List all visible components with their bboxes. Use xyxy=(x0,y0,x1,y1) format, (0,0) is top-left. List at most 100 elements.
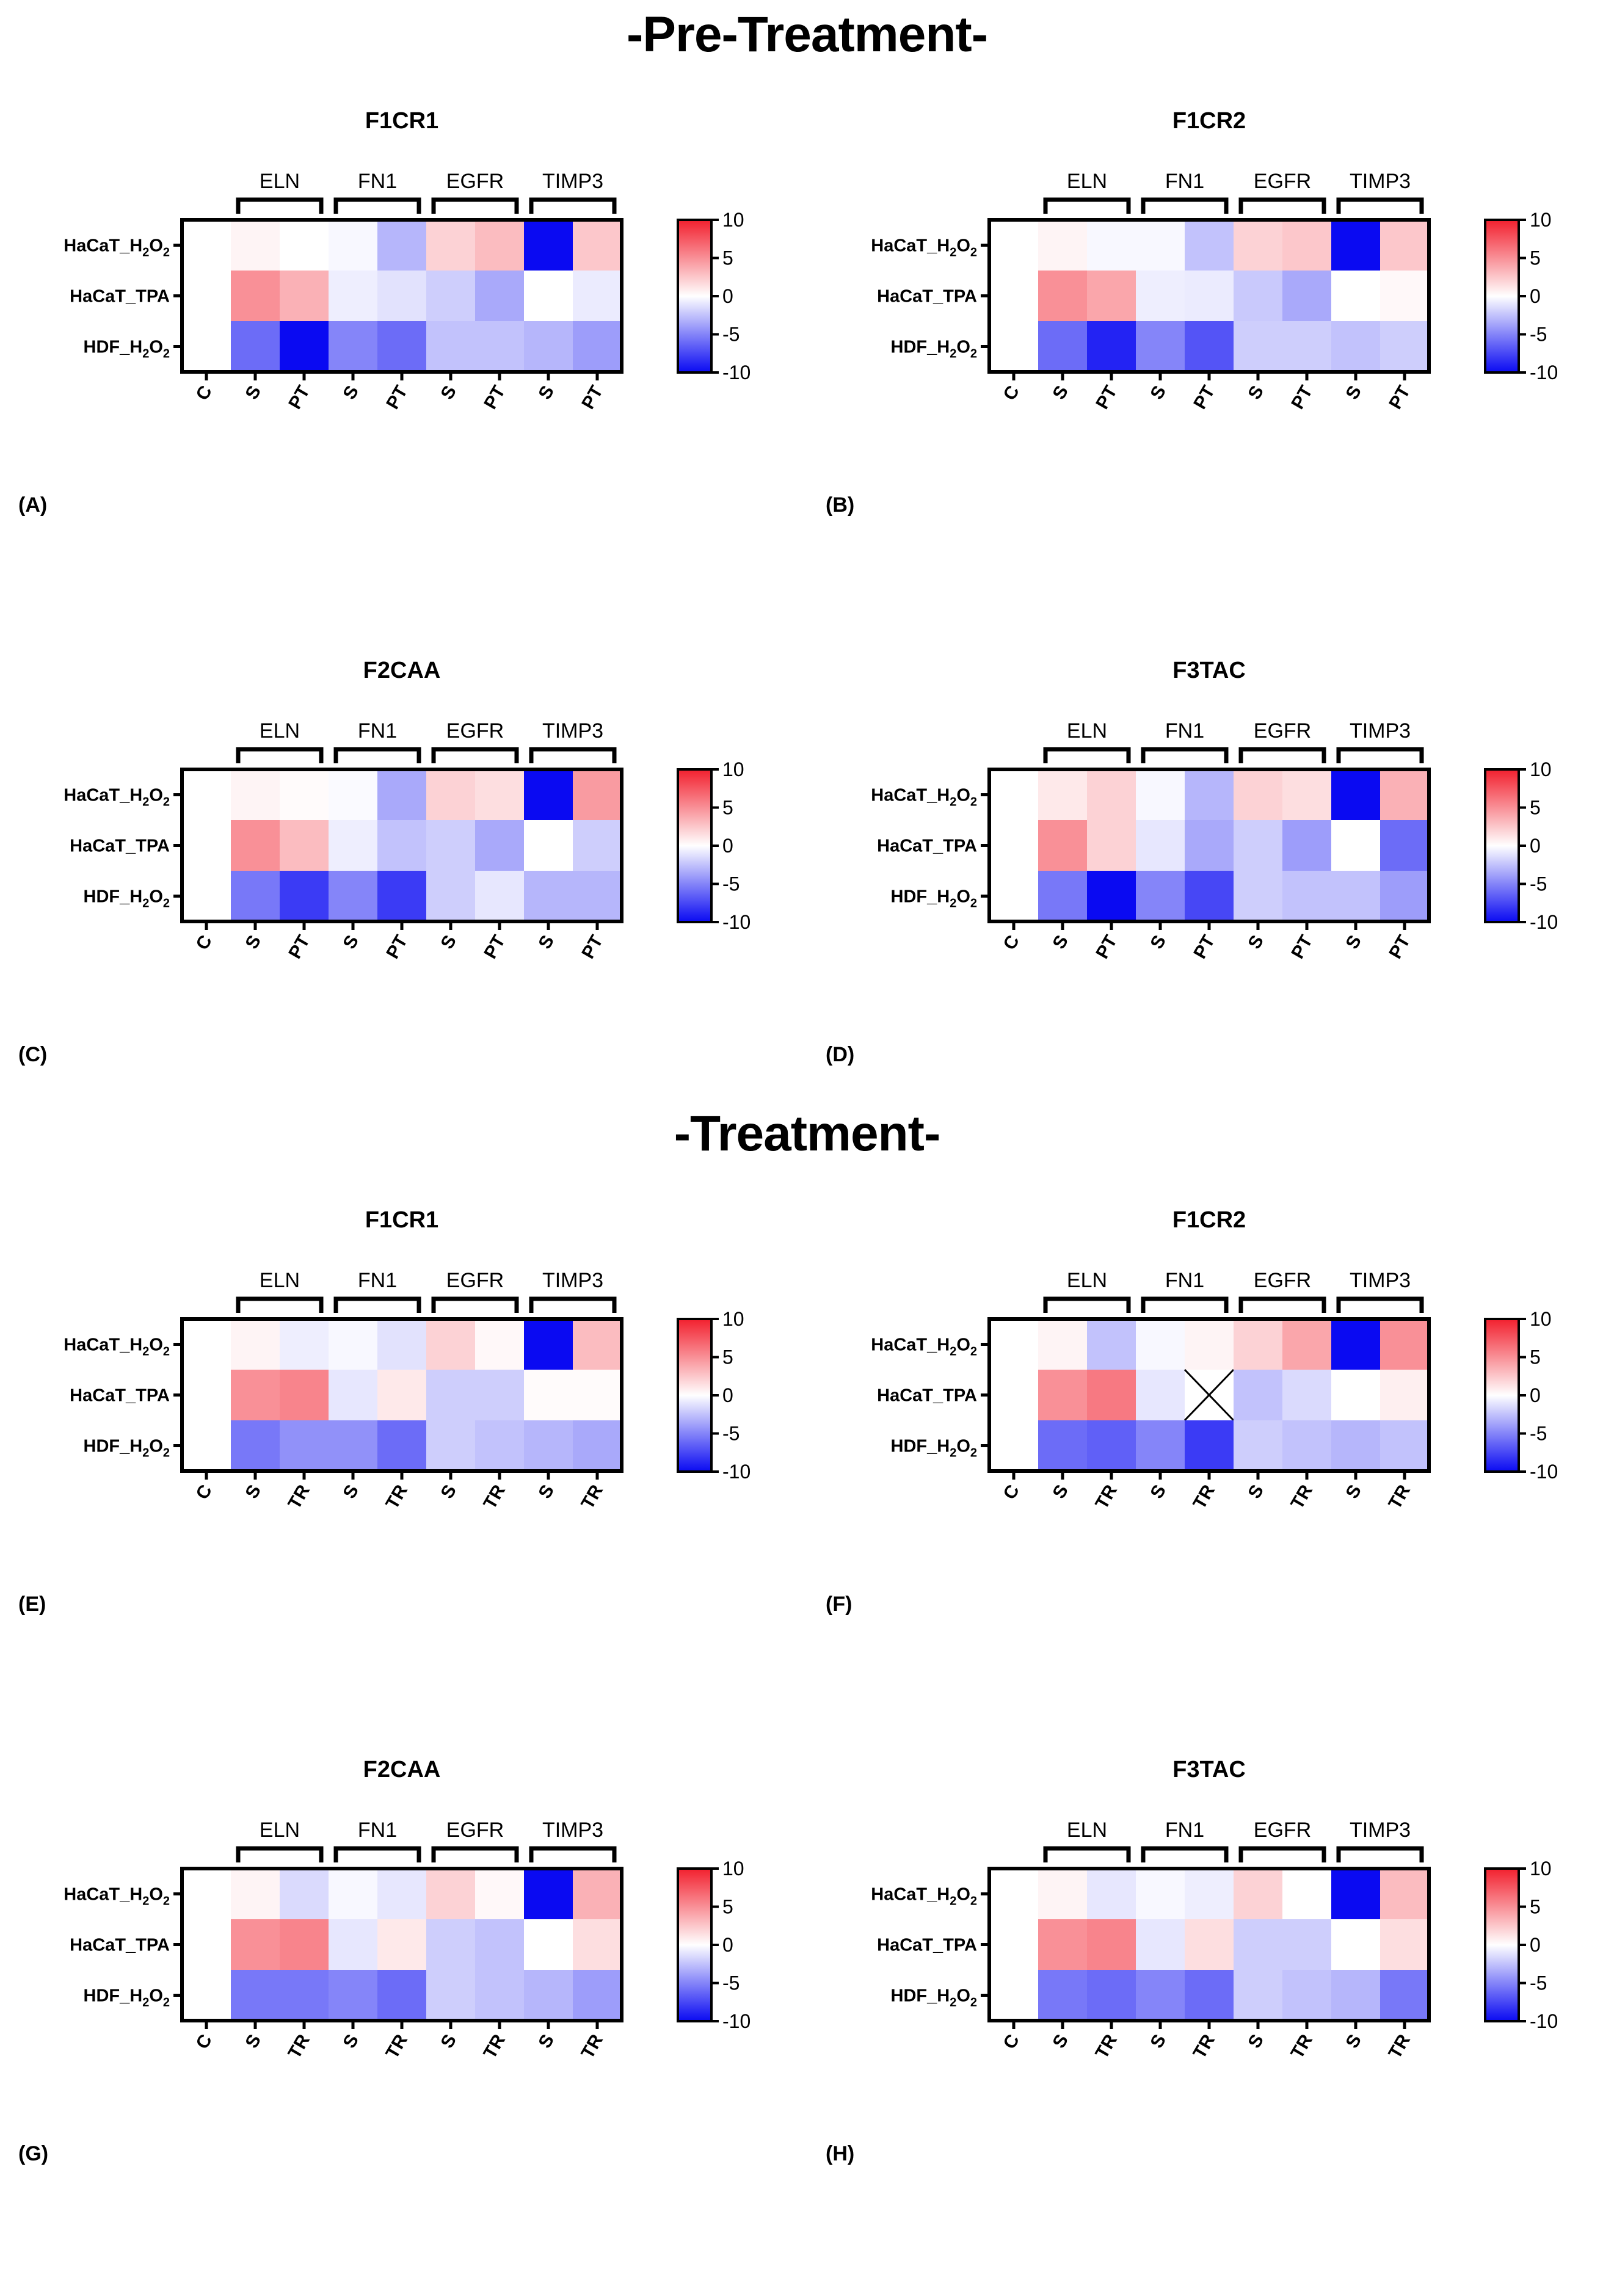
colorbar xyxy=(677,1318,713,1473)
row-label: HaCaT_H2O2 xyxy=(64,1335,170,1359)
column-label: TR xyxy=(479,2031,509,2062)
heatmap-cell xyxy=(1038,271,1088,322)
gene-bracket xyxy=(529,747,617,763)
heatmap-cell xyxy=(231,220,280,271)
panel-title: F2CAA xyxy=(363,658,441,683)
column-label: S xyxy=(1146,2031,1170,2052)
row-label: HDF_H2O2 xyxy=(891,338,977,361)
column-label: S xyxy=(534,2031,558,2052)
heatmap-cell xyxy=(1087,220,1136,271)
heatmap-cell xyxy=(426,321,476,372)
heatmap-cell xyxy=(280,1919,329,1971)
colorbar-tick-label: -10 xyxy=(722,2010,751,2032)
heatmap-cell xyxy=(280,321,329,372)
heatmap-svg: F1CR2 ELN FN1 EGFR TIMP3 HaCaT_H2O2 HaCaT_TPA H… xyxy=(826,108,1558,517)
heatmap-cell xyxy=(1282,871,1332,922)
heatmap-cell xyxy=(1282,1420,1332,1472)
heatmap-cell xyxy=(1136,871,1185,922)
column-label: S xyxy=(534,382,558,403)
heatmap-cell xyxy=(475,321,525,372)
panel-title: F1CR2 xyxy=(1172,1207,1246,1233)
heatmap-cell xyxy=(475,1919,525,1971)
column-label: S xyxy=(1146,382,1170,403)
column-label: PT xyxy=(1190,932,1219,962)
heatmap-cell xyxy=(329,1420,378,1472)
heatmap-cell xyxy=(377,1420,427,1472)
column-label: S xyxy=(241,1481,265,1502)
column-label: S xyxy=(1049,382,1072,403)
gene-label: TIMP3 xyxy=(1350,1818,1411,1842)
row-label: HaCaT_TPA xyxy=(877,287,977,307)
colorbar xyxy=(677,219,713,374)
colorbar-tick-label: 0 xyxy=(722,1384,733,1406)
gene-bracket xyxy=(333,1296,421,1313)
column-label: TR xyxy=(1287,2031,1317,2062)
heatmap-cell xyxy=(1087,271,1136,322)
panel-title: F1CR2 xyxy=(1172,108,1246,134)
heatmap-cell xyxy=(1136,321,1185,372)
heatmap-cell xyxy=(1234,769,1283,821)
heatmap-cell xyxy=(1234,271,1283,322)
row-label: HDF_H2O2 xyxy=(84,1437,170,1460)
heatmap-cell xyxy=(1136,1420,1185,1472)
colorbar-tick-label: -10 xyxy=(1530,911,1558,933)
heatmap-cell xyxy=(1087,871,1136,922)
gene-bracket xyxy=(1238,1296,1326,1313)
heatmap-cell xyxy=(182,1420,231,1472)
heatmap-cell xyxy=(1136,271,1185,322)
heatmap-cell xyxy=(280,1420,329,1472)
heatmap-cell xyxy=(1185,1869,1234,1920)
column-label: C xyxy=(192,2031,216,2052)
row-label: HaCaT_H2O2 xyxy=(64,786,170,809)
gene-label: EGFR xyxy=(1254,1818,1311,1842)
heatmap-cell xyxy=(426,1370,476,1421)
heatmap-cell xyxy=(1087,1420,1136,1472)
colorbar-tick-label: 0 xyxy=(1530,1384,1541,1406)
heatmap-cell xyxy=(182,871,231,922)
gene-bracket xyxy=(529,197,617,214)
heatmap-cell xyxy=(329,220,378,271)
heatmap-cell xyxy=(1087,1370,1136,1421)
heatmap-cell xyxy=(573,1370,622,1421)
gene-bracket xyxy=(1043,197,1131,214)
gene-bracket xyxy=(1141,747,1229,763)
gene-label: EGFR xyxy=(446,1269,504,1292)
heatmap-cell xyxy=(1234,1869,1283,1920)
colorbar-tick-label: 10 xyxy=(722,209,744,231)
heatmap-cell xyxy=(524,321,573,372)
colorbar-tick-label: -10 xyxy=(1530,1461,1558,1483)
heatmap-cell xyxy=(1331,769,1381,821)
heatmap-cell xyxy=(573,1919,622,1971)
column-label: S xyxy=(339,932,363,953)
column-label: S xyxy=(241,932,265,953)
column-label: S xyxy=(339,1481,363,1502)
colorbar-tick-label: -5 xyxy=(1530,1423,1547,1445)
heatmap-cell xyxy=(426,1919,476,1971)
gene-bracket xyxy=(431,1846,519,1862)
column-label: S xyxy=(1342,1481,1365,1502)
heatmap-cell xyxy=(231,1869,280,1920)
heatmap-cell xyxy=(1038,1869,1088,1920)
heatmap-cell xyxy=(524,1370,573,1421)
heatmap-cell xyxy=(182,1319,231,1370)
heatmap-cell xyxy=(426,220,476,271)
heatmap-cell xyxy=(182,220,231,271)
column-label: S xyxy=(241,382,265,403)
heatmap-cell xyxy=(1087,1919,1136,1971)
heatmap-cell xyxy=(1380,1869,1430,1920)
heatmap-cell xyxy=(1038,321,1088,372)
heatmap-cell xyxy=(426,1319,476,1370)
heatmap-cell xyxy=(377,1869,427,1920)
heatmap-cell xyxy=(1282,220,1332,271)
gene-bracket xyxy=(1141,1296,1229,1313)
gene-label: ELN xyxy=(1067,170,1107,193)
row-label: HDF_H2O2 xyxy=(891,1986,977,2010)
colorbar-tick-label: 0 xyxy=(1530,1934,1541,1956)
colorbar-tick-label: 5 xyxy=(1530,247,1541,269)
gene-bracket xyxy=(333,197,421,214)
column-label: PT xyxy=(1385,932,1414,962)
colorbar-tick-label: -5 xyxy=(722,1972,740,1994)
row-label: HaCaT_TPA xyxy=(70,837,170,856)
heatmap-cell xyxy=(524,871,573,922)
column-label: S xyxy=(1049,1481,1072,1502)
